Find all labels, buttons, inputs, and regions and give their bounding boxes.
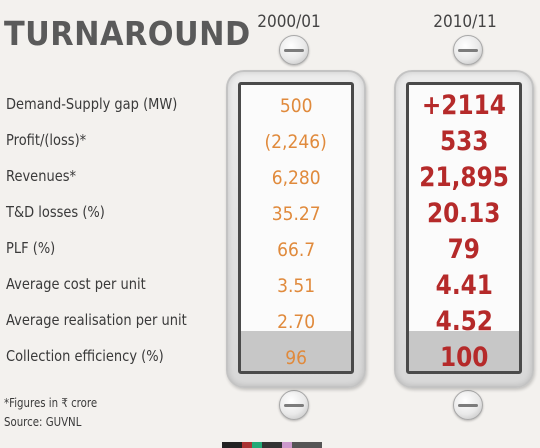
column-header-2000-01: 2000/01 — [257, 12, 321, 32]
value-cell: 79 — [447, 234, 481, 265]
screw-icon — [279, 35, 309, 65]
value-cell: 500 — [279, 95, 313, 117]
footnote: *Figures in ₹ crore Source: GUVNL — [4, 394, 97, 432]
decorative-cable-strip — [222, 442, 322, 448]
screw-icon — [453, 35, 483, 65]
row-label: Demand-Supply gap (MW) — [6, 95, 178, 113]
value-cell: 6,280 — [271, 167, 321, 189]
infographic-title: TURNAROUND — [4, 14, 251, 53]
value-cell: 4.41 — [435, 270, 493, 301]
panel-2010-11: +2114 533 21,895 20.13 79 4.41 4.52 100 — [394, 70, 534, 388]
value-cell: (2,246) — [264, 131, 328, 153]
value-cell: 533 — [439, 126, 489, 157]
value-cell: 100 — [439, 342, 489, 373]
row-label: Revenues* — [6, 167, 76, 185]
value-cell: 96 — [285, 347, 307, 369]
panel-display: 500 (2,246) 6,280 35.27 66.7 3.51 2.70 9… — [238, 82, 354, 374]
column-header-2010-11: 2010/11 — [433, 12, 497, 32]
value-cell: 66.7 — [276, 239, 316, 261]
footnote-source: Source: GUVNL — [4, 415, 82, 429]
screw-icon — [453, 390, 483, 420]
value-cell: 20.13 — [427, 198, 501, 229]
panel-2000-01: 500 (2,246) 6,280 35.27 66.7 3.51 2.70 9… — [226, 70, 366, 388]
row-label: Average realisation per unit — [6, 311, 187, 329]
value-cell: 3.51 — [276, 275, 316, 297]
value-cell: +2114 — [421, 90, 507, 121]
value-cell: 4.52 — [435, 306, 493, 337]
row-label: Collection efficiency (%) — [6, 347, 164, 365]
value-cell: 2.70 — [276, 311, 316, 333]
value-cell: 21,895 — [419, 162, 509, 193]
row-label: Profit/(loss)* — [6, 131, 87, 149]
row-label: Average cost per unit — [6, 275, 146, 293]
row-labels: Demand-Supply gap (MW) Profit/(loss)* Re… — [6, 86, 221, 374]
panel-display: +2114 533 21,895 20.13 79 4.41 4.52 100 — [406, 82, 522, 374]
footnote-note: *Figures in ₹ crore — [4, 396, 98, 410]
highlight-band — [241, 331, 351, 371]
row-label: T&D losses (%) — [6, 203, 105, 221]
screw-icon — [279, 390, 309, 420]
row-label: PLF (%) — [6, 239, 56, 257]
value-cell: 35.27 — [271, 203, 321, 225]
highlight-band — [409, 331, 519, 371]
